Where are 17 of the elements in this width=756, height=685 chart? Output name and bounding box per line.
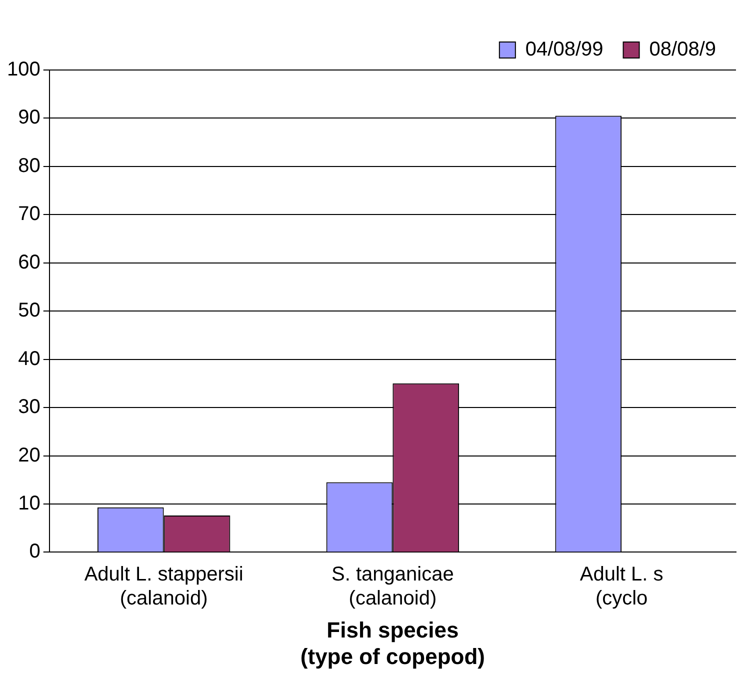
legend-label: 08/08/9 [649,38,716,61]
y-tick-label: 60 [18,251,40,274]
y-tick-label: 30 [18,396,40,418]
x-axis-title: Fish species (type of copepod) [300,617,485,669]
y-tick-label: 10 [18,492,40,514]
y-tick-label: 50 [18,300,40,322]
legend-label: 04/08/99 [525,38,604,61]
y-tick-label: 0 [29,540,40,563]
y-tick-label: 100 [6,58,40,81]
x-tick-label: S. tanganicae (calanoid) [332,564,454,610]
x-tick-label: Adult L. stappersii (calanoid) [84,564,244,610]
y-tick-label: 70 [18,203,40,226]
y-tick-label: 40 [18,348,40,370]
y-tick-label: 20 [18,444,40,466]
x-tick-label: Adult L. s (cyclo [580,564,664,610]
y-tick-label: 90 [18,106,40,129]
y-tick-label: 80 [18,154,40,177]
